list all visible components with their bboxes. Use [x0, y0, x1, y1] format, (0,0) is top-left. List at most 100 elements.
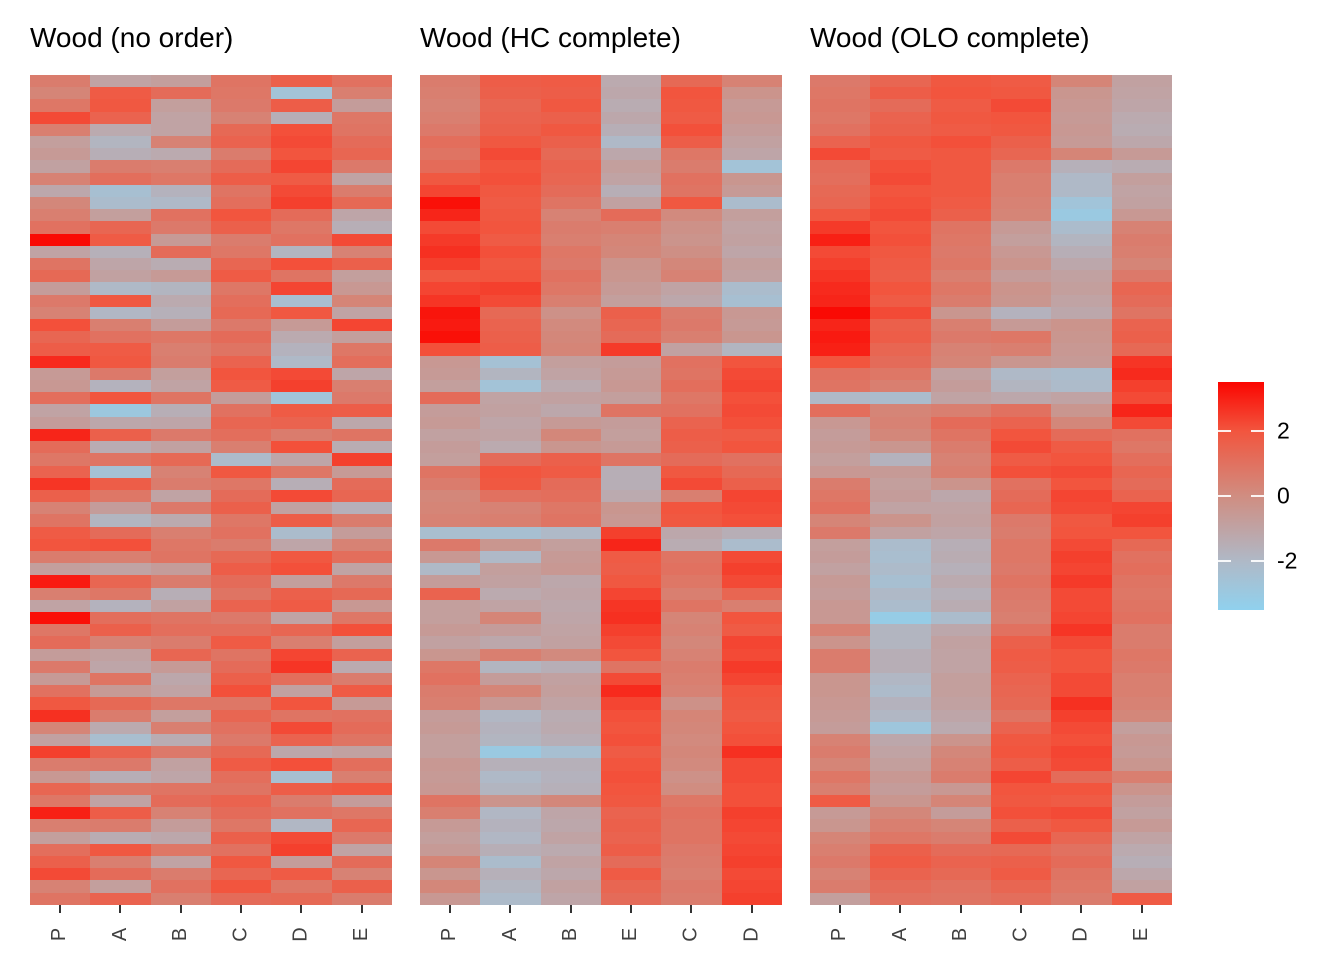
heatmap-cell: [1051, 502, 1112, 515]
heatmap-cell: [661, 514, 722, 527]
heatmap-cell: [90, 636, 151, 649]
heatmap-cell: [1051, 856, 1112, 869]
heatmap-row: [420, 611, 782, 625]
heatmap-cell: [540, 733, 601, 747]
heatmap-cell: [870, 758, 931, 771]
heatmap-cell: [90, 502, 151, 515]
heatmap-cell: [331, 636, 392, 649]
x-axis-label: B: [559, 927, 582, 941]
heatmap-cell: [661, 807, 722, 820]
heatmap-row: [30, 392, 392, 405]
heatmap-cell: [1111, 611, 1172, 625]
heatmap-cell: [870, 721, 931, 734]
heatmap-cell: [331, 306, 392, 320]
heatmap-cell: [271, 294, 332, 307]
heatmap-row: [30, 221, 392, 234]
heatmap-cell: [1051, 245, 1112, 259]
heatmap-cell: [420, 648, 481, 661]
heatmap-cell: [600, 380, 662, 393]
heatmap-cell: [30, 880, 91, 893]
x-axis-label-cell: C: [211, 914, 271, 954]
axis-tick-mark: [449, 905, 452, 913]
heatmap-cell: [331, 624, 392, 637]
heatmap-cell: [150, 428, 211, 442]
heatmap-cell: [1051, 892, 1112, 905]
heatmap-cell: [271, 111, 332, 124]
heatmap-row: [30, 270, 392, 283]
heatmap-row: [810, 697, 1172, 710]
heatmap-cell: [810, 526, 871, 539]
heatmap-cell: [150, 563, 211, 576]
heatmap-cell: [90, 392, 151, 405]
heatmap-cell: [870, 868, 931, 881]
heatmap-row: [810, 856, 1172, 869]
heatmap-cell: [90, 319, 151, 332]
heatmap-cell: [661, 453, 722, 466]
heatmap-row: [420, 87, 782, 100]
heatmap-cell: [990, 380, 1052, 393]
heatmap-row: [420, 233, 782, 246]
x-axis-ticks: [420, 905, 782, 914]
heatmap-cell: [420, 563, 481, 576]
heatmap-cell: [331, 672, 392, 686]
heatmap-cell: [271, 538, 332, 551]
heatmap-cell: [721, 148, 782, 161]
heatmap-cell: [480, 319, 541, 332]
heatmap-cell: [30, 587, 91, 600]
heatmap-cell: [661, 258, 722, 271]
heatmap-cell: [331, 245, 392, 259]
heatmap-cell: [930, 209, 991, 222]
heatmap-row: [810, 575, 1172, 588]
heatmap-cell: [90, 563, 151, 576]
x-axis-label-cell: D: [271, 914, 331, 954]
heatmap-cell: [870, 709, 931, 722]
heatmap-cell: [480, 428, 541, 442]
heatmap-row: [420, 331, 782, 344]
heatmap-row: [420, 685, 782, 698]
heatmap-cell: [600, 575, 662, 588]
heatmap-row: [30, 331, 392, 344]
heatmap-row: [30, 819, 392, 832]
heatmap-row: [810, 258, 1172, 271]
heatmap-row: [420, 404, 782, 417]
heatmap-cell: [1051, 380, 1112, 393]
heatmap-cell: [1111, 111, 1172, 124]
heatmap-cell: [90, 282, 151, 295]
heatmap-cell: [1111, 819, 1172, 832]
axis-tick-mark: [300, 905, 303, 913]
heatmap-cell: [150, 611, 211, 625]
heatmap-cell: [90, 782, 151, 795]
heatmap-row: [810, 197, 1172, 210]
heatmap-cell: [600, 514, 662, 527]
heatmap-cell: [810, 599, 871, 612]
heatmap-cell: [210, 587, 272, 600]
heatmap-row: [30, 184, 392, 198]
heatmap-cell: [420, 270, 481, 283]
heatmap-cell: [271, 611, 332, 625]
heatmap-cell: [870, 489, 931, 503]
heatmap-cell: [1111, 587, 1172, 600]
heatmap-cell: [1051, 404, 1112, 417]
heatmap-cell: [870, 819, 931, 832]
heatmap-cell: [990, 636, 1052, 649]
heatmap-cell: [271, 380, 332, 393]
heatmap-row: [30, 550, 392, 564]
heatmap-cell: [480, 733, 541, 747]
heatmap-cell: [721, 856, 782, 869]
heatmap-cell: [150, 294, 211, 307]
heatmap-cell: [661, 294, 722, 307]
heatmap-cell: [990, 697, 1052, 710]
heatmap-cell: [600, 892, 662, 905]
heatmap-cell: [721, 111, 782, 124]
x-axis-tick-cell: [1112, 905, 1172, 914]
heatmap-cell: [600, 441, 662, 454]
heatmap-cell: [661, 746, 722, 759]
heatmap-cell: [480, 465, 541, 478]
heatmap-cell: [930, 245, 991, 259]
heatmap-cell: [870, 111, 931, 124]
heatmap-cell: [1111, 184, 1172, 198]
legend-tick-label: 2: [1277, 417, 1290, 444]
heatmap-row: [30, 380, 392, 393]
heatmap-cell: [480, 477, 541, 490]
heatmap-row: [30, 160, 392, 173]
